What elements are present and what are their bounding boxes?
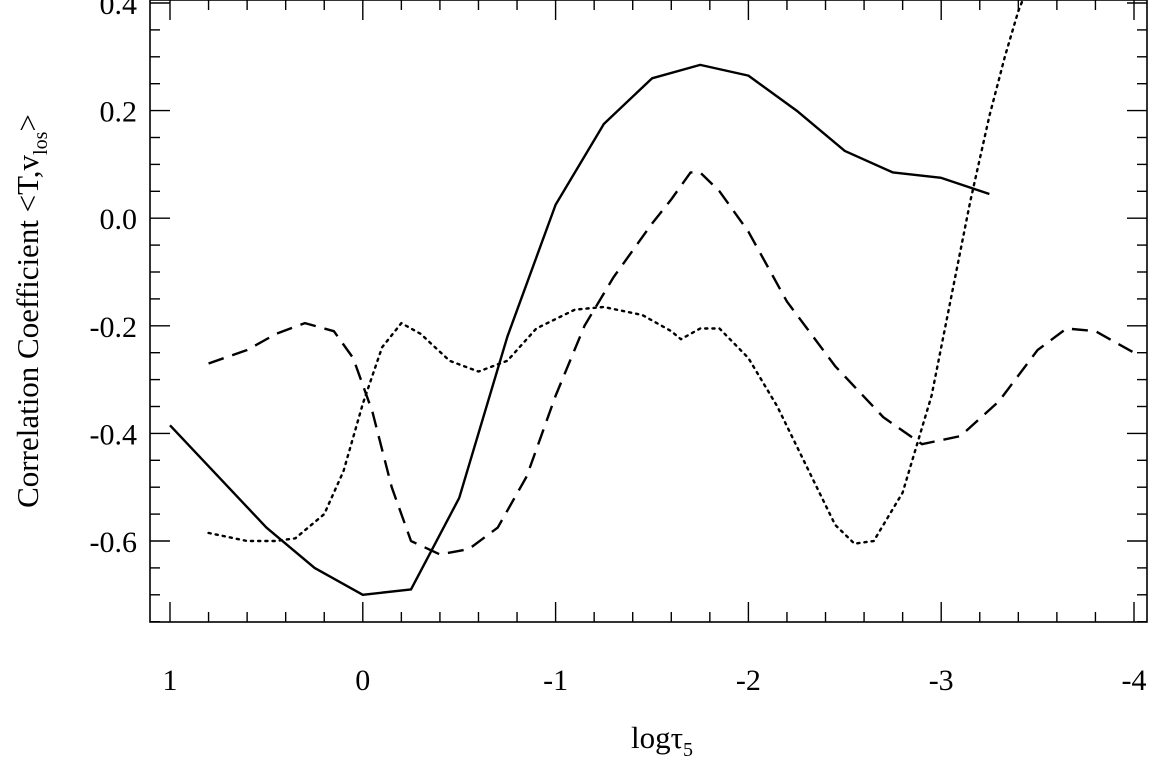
y-tick-label: -0.6 bbox=[90, 526, 138, 559]
y-tick-label: -0.2 bbox=[90, 311, 138, 344]
x-tick-label: 0 bbox=[355, 664, 370, 697]
series-layer bbox=[169, 0, 1135, 596]
series-line-dotted bbox=[207, 0, 1025, 545]
x-tick-label: -2 bbox=[736, 664, 761, 697]
y-tick-label: -0.4 bbox=[90, 418, 138, 451]
x-tick-label: -1 bbox=[543, 664, 568, 697]
axis-ticks bbox=[150, 0, 1147, 623]
y-axis-title: Correlation Coefficient <T,vlos> bbox=[10, 114, 52, 508]
y-tick-label: 0.0 bbox=[100, 203, 138, 236]
axis-tick-labels: 1 0 -1 -2 -3 -4 0.4 0.2 0.0 -0.2 -0.4 -0.6 bbox=[90, 0, 1147, 697]
series-line-solid bbox=[169, 63, 990, 596]
plot-frame bbox=[149, 0, 1148, 623]
x-tick-label: -3 bbox=[929, 664, 954, 697]
x-tick-label: 1 bbox=[163, 664, 178, 697]
y-tick-label: 0.4 bbox=[100, 0, 138, 21]
series-line-dashed bbox=[208, 171, 1135, 556]
x-axis-title: logτ5 bbox=[631, 720, 693, 761]
x-tick-label: -4 bbox=[1122, 664, 1147, 697]
y-tick-label: 0.2 bbox=[100, 96, 138, 129]
